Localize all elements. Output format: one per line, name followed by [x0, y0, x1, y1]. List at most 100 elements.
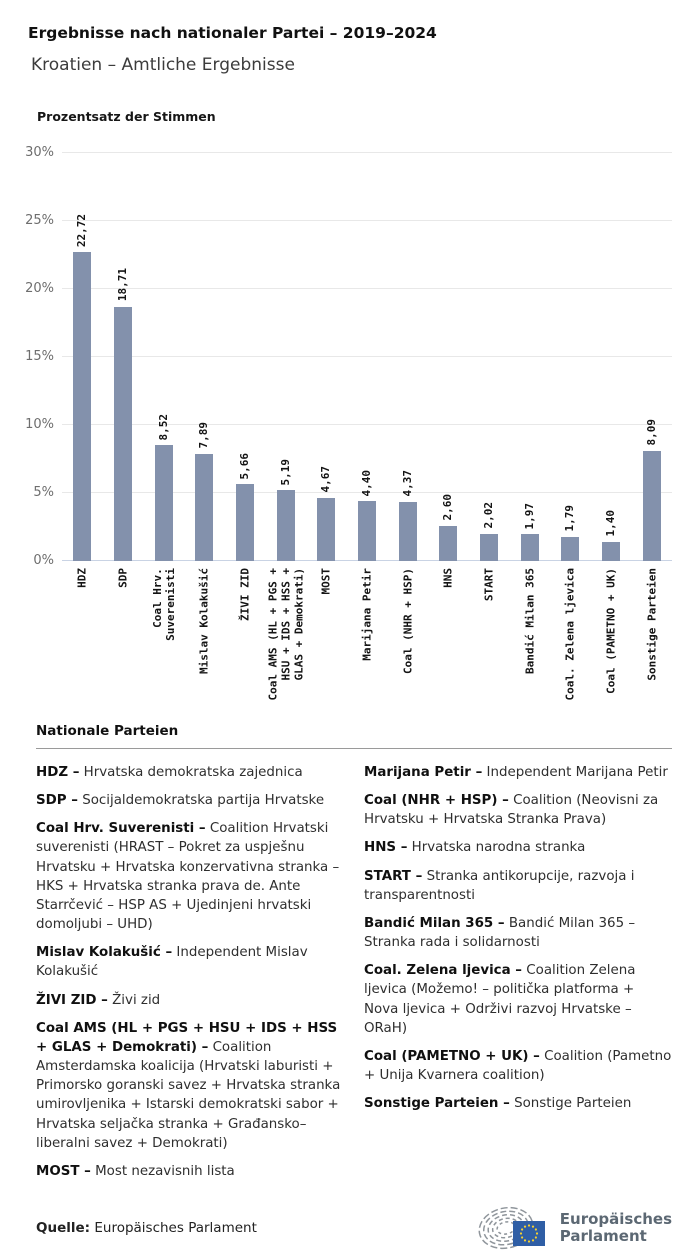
glossary-term: Bandić Milan 365 – [364, 915, 505, 931]
gridline-5% [62, 492, 672, 493]
glossary-item: START – Stranka antikorupcije, razvoja i… [364, 867, 672, 905]
bar-column: 1,97 Bandić Milan 365 [509, 138, 550, 721]
bar-ŽIVI ZID[interactable] [236, 484, 255, 561]
glossary-divider [36, 748, 672, 749]
glossary-term: Sonstige Parteien – [364, 1096, 510, 1112]
bar-value-label: 5,19 [278, 458, 292, 486]
glossary-description: Most nezavisnih lista [90, 1163, 235, 1179]
bar-column: 22,72 HDZ [62, 138, 103, 721]
bar-value-label: 8,52 [156, 413, 170, 441]
glossary-description: Independent Mislav Kolakušić [36, 945, 308, 980]
bar-value-label: 2,02 [482, 502, 496, 529]
x-axis-label: Bandić Milan 365 [523, 568, 537, 674]
y-axis-tick: 10% [25, 417, 54, 432]
glossary-item: HNS – Hrvatska narodna stranka [364, 838, 672, 857]
glossary-term: Coal (PAMETNO + UK) – [364, 1048, 540, 1064]
x-axis-label: Coal. Zelena ljevica [563, 568, 577, 701]
bar-MOST[interactable] [317, 497, 336, 561]
bar-column: 8,52 Coal Hrv. Suverenisti [143, 138, 184, 721]
bar-column: 2,60 HNS [428, 138, 469, 721]
glossary-item: Sonstige Parteien – Sonstige Parteien [364, 1094, 672, 1113]
glossary-description: Coalition Amsterdamska koalicija (Hrvats… [36, 1039, 341, 1151]
glossary-term: START – [364, 868, 423, 884]
bar-column: 7,89 Mislav Kolakušić [184, 138, 225, 721]
source-value: Europäisches Parlament [90, 1219, 257, 1236]
bar-Coal Hrv.[interactable] [154, 445, 173, 561]
bar-column: 4,67 MOST [306, 138, 347, 721]
x-axis-label: SDP [116, 568, 130, 588]
chart-plot-area: 0% 5% 10% 15% 20% 25% 30% 22,72 HDZ 18,71 SDP 8,52 C… [25, 138, 672, 721]
bar-Coal. Zelena ljevica[interactable] [561, 536, 580, 561]
bar-Bandić Milan 365[interactable] [520, 534, 539, 561]
ep-logo-text: Europäisches Parlament [559, 1209, 672, 1246]
bar-Sonstige Parteien[interactable] [642, 450, 661, 561]
party-glossary: Nationale Parteien HDZ – Hrvatska demokr… [36, 723, 672, 1190]
glossary-description: Coalition (Pametno + Unija Kvarnera coal… [364, 1048, 672, 1084]
bar-value-label: 22,72 [75, 213, 89, 248]
page-title: Ergebnisse nach nationaler Partei – 2019… [28, 24, 437, 42]
bar-SDP[interactable] [114, 306, 132, 561]
glossary-description: Socijaldemokratska partija Hrvatske [77, 793, 325, 809]
glossary-item: SDP – Socijaldemokratska partija Hrvatsk… [36, 791, 344, 810]
chart-axis-title: Prozentsatz der Stimmen [37, 109, 216, 124]
gridline-15% [62, 356, 672, 357]
bar-Marijana Petir[interactable] [358, 501, 377, 561]
y-axis-tick: 5% [33, 485, 54, 500]
bar-Coal AMS (HL + PGS +[interactable] [276, 490, 295, 561]
ep-logo-mark [478, 1206, 545, 1250]
bar-column: 1,79 Coal. Zelena ljevica [550, 138, 591, 721]
glossary-term: HDZ – [36, 765, 80, 780]
glossary-item: Coal Hrv. Suverenisti – Coalition Hrvats… [36, 819, 344, 934]
x-axis-label: Coal AMS (HL + PGS + HSU + IDS + HSS + G… [266, 568, 306, 701]
glossary-term: Coal (NHR + HSP) – [364, 793, 509, 809]
ep-logo[interactable]: Europäisches Parlament [476, 1204, 672, 1252]
glossary-description: Coalition (Neovisni za Hrvatsku + Hrvats… [364, 793, 659, 828]
bar-value-label: 1,40 [604, 510, 618, 537]
bar-value-label: 4,67 [319, 466, 333, 493]
glossary-item: Coal. Zelena ljevica – Coalition Zelena … [364, 961, 672, 1038]
bar-Coal (PAMETNO + UK)[interactable] [602, 541, 621, 561]
glossary-term: Coal. Zelena ljevica – [364, 963, 523, 979]
glossary-item: Coal (NHR + HSP) – Coalition (Neovisni z… [364, 791, 672, 829]
bar-Mislav Kolakušić[interactable] [195, 453, 214, 561]
x-axis-label: HNS [441, 568, 455, 588]
glossary-term: SDP – [36, 793, 78, 809]
x-axis-label: Coal (NHR + HSP) [401, 568, 415, 674]
glossary-item: HDZ – Hrvatska demokratska zajednica [36, 763, 344, 782]
glossary-term: Marijana Petir – [364, 765, 483, 780]
bar-START[interactable] [480, 533, 499, 561]
footer: Quelle: Europäisches Parlament [36, 1204, 672, 1252]
bar-column: 2,02 START [469, 138, 510, 721]
bar-chart: 0% 5% 10% 15% 20% 25% 30% 22,72 HDZ 18,71 SDP 8,52 C… [25, 138, 672, 721]
glossary-item: Bandić Milan 365 – Bandić Milan 365 – St… [364, 914, 672, 952]
y-axis-tick: 30% [25, 145, 54, 160]
bar-HNS[interactable] [439, 525, 458, 561]
y-axis-tick: 0% [33, 553, 54, 568]
bar-value-label: 18,71 [116, 268, 129, 302]
ep-logo-text-line1: Europäisches [559, 1209, 672, 1228]
x-axis-label: MOST [319, 568, 333, 595]
page-subtitle: Kroatien – Amtliche Ergebnisse [31, 55, 295, 75]
glossary-term: ŽIVI ZID – [36, 992, 108, 1008]
x-axis-label: START [482, 568, 496, 602]
bar-HDZ[interactable] [73, 252, 92, 561]
glossary-item: Mislav Kolakušić – Independent Mislav Ko… [36, 943, 344, 981]
bar-column: 18,71 SDP [103, 138, 144, 721]
glossary-term: MOST – [36, 1163, 91, 1179]
glossary-description: Coalition Hrvatski suverenisti (HRAST – … [36, 821, 340, 933]
x-axis-label: Sonstige Parteien [645, 568, 659, 681]
bar-value-label: 1,79 [563, 505, 577, 532]
glossary-description: Hrvatska demokratska zajednica [79, 765, 303, 780]
glossary-description: Independent Marijana Petir [482, 765, 668, 780]
glossary-term: Coal AMS (HL + PGS + HSU + IDS + HSS + G… [36, 1020, 338, 1055]
x-axis-label: ŽIVI ZID [238, 568, 252, 621]
y-axis-tick: 25% [25, 213, 54, 228]
source-note: Quelle: Europäisches Parlament [36, 1220, 257, 1236]
bar-column: 1,40 Coal (PAMETNO + UK) [591, 138, 632, 721]
glossary-item: MOST – Most nezavisnih lista [36, 1162, 344, 1181]
bar-value-label: 8,09 [644, 419, 658, 446]
bar-Coal (NHR + HSP)[interactable] [398, 501, 417, 561]
glossary-description: Coalition Zelena ljevica (Možemo! – poli… [364, 963, 636, 1036]
glossary-item: ŽIVI ZID – Živi zid [36, 991, 344, 1010]
